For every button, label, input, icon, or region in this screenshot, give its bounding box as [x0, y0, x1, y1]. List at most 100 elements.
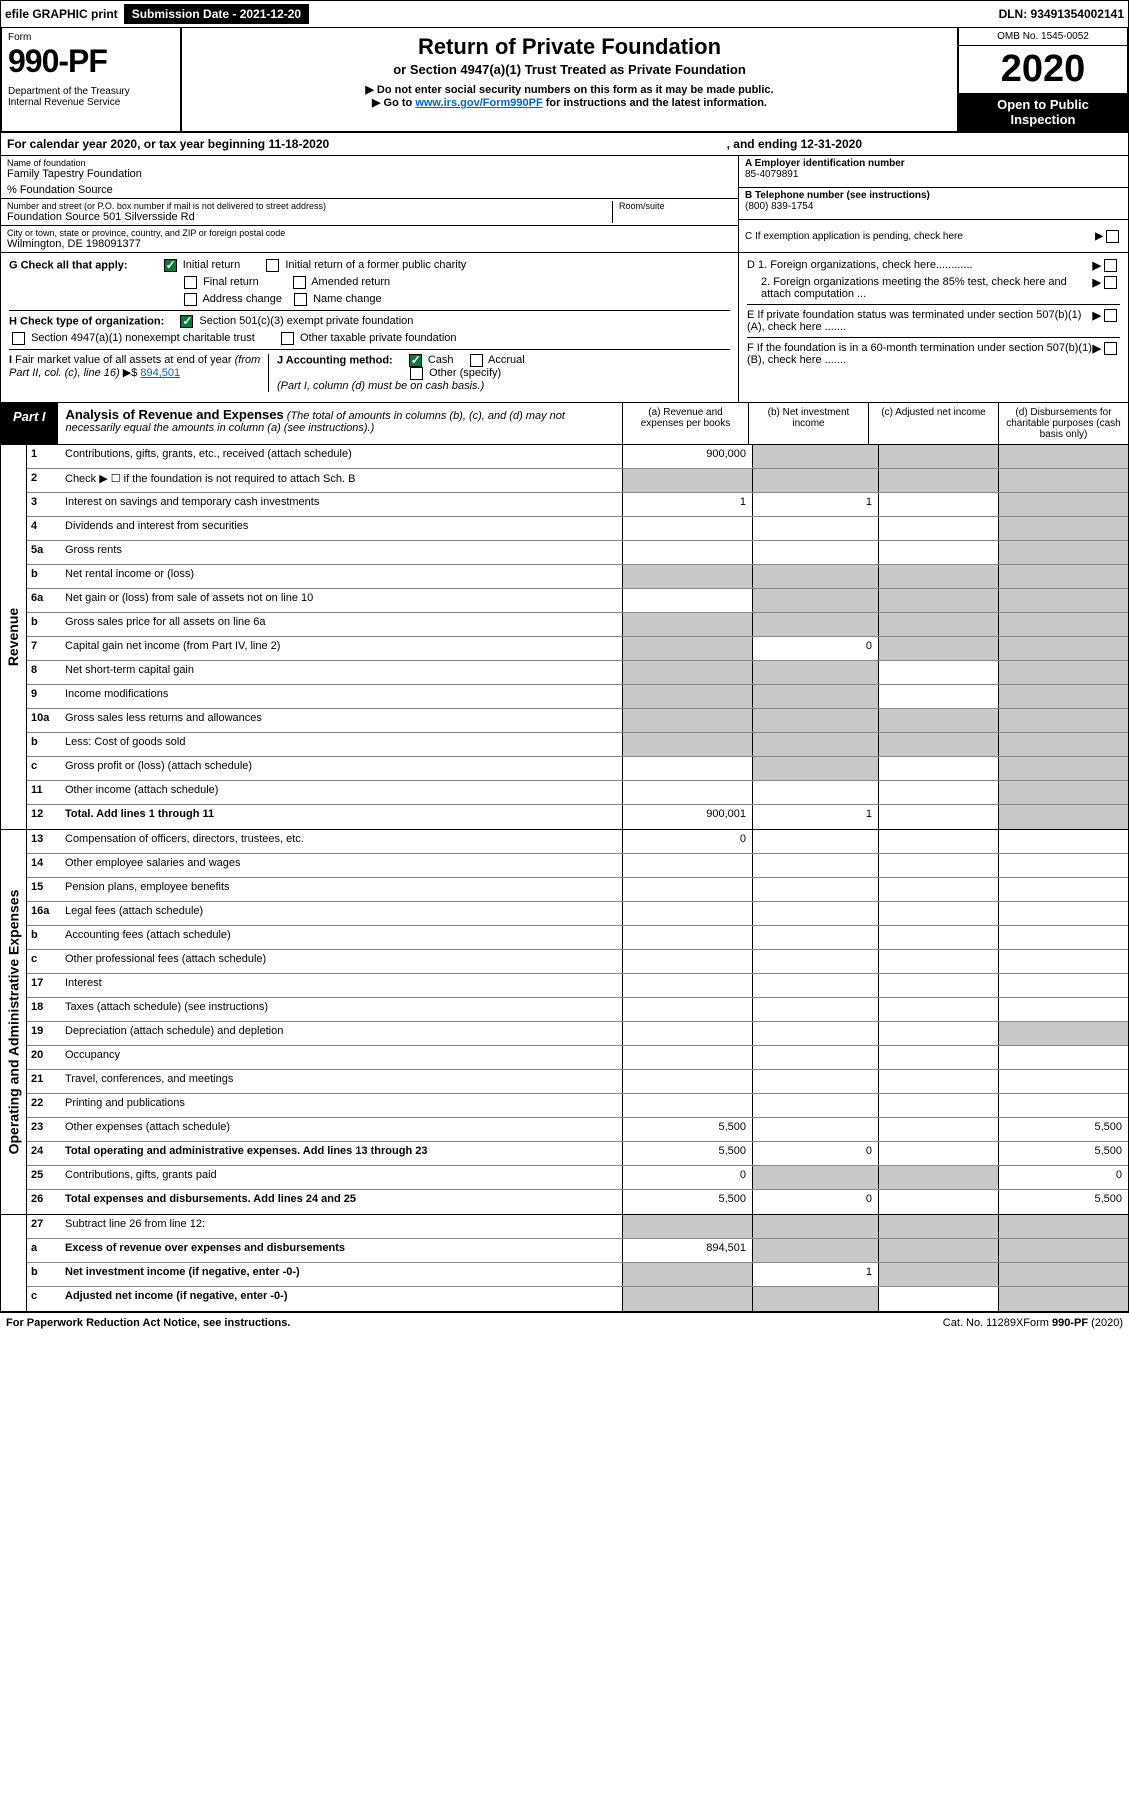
cell-a: [622, 902, 752, 925]
col-c-header: (c) Adjusted net income: [868, 403, 998, 444]
dept-label: Department of the Treasury Internal Reve…: [8, 86, 174, 108]
row-num: b: [27, 613, 61, 636]
arrow-icon: ▶: [1095, 231, 1103, 242]
cell-b: [752, 1166, 878, 1189]
cell-b: [752, 854, 878, 877]
cell-d: [998, 1070, 1128, 1093]
cell-b: [752, 1215, 878, 1238]
g-initial-return-check[interactable]: [164, 259, 177, 272]
cell-a: [622, 565, 752, 588]
cell-b: [752, 781, 878, 804]
cell-c: [878, 757, 998, 780]
cell-a: [622, 1263, 752, 1286]
table-row: bLess: Cost of goods sold: [27, 733, 1128, 757]
d1-label: D 1. Foreign organizations, check here..…: [747, 259, 1093, 272]
cell-b: [752, 1070, 878, 1093]
j-other-check[interactable]: [410, 367, 423, 380]
table-row: 13Compensation of officers, directors, t…: [27, 830, 1128, 854]
cell-c: [878, 1287, 998, 1311]
expenses-side-label: Operating and Administrative Expenses: [1, 830, 27, 1214]
table-row: 26Total expenses and disbursements. Add …: [27, 1190, 1128, 1214]
note-1: ▶ Do not enter social security numbers o…: [190, 83, 949, 96]
cell-b: [752, 878, 878, 901]
table-row: 4Dividends and interest from securities: [27, 517, 1128, 541]
table-row: 12Total. Add lines 1 through 11900,0011: [27, 805, 1128, 829]
row-text: Dividends and interest from securities: [61, 517, 622, 540]
g-initial-former-check[interactable]: [266, 259, 279, 272]
form-header: Form 990-PF Department of the Treasury I…: [0, 28, 1129, 133]
cell-b: [752, 998, 878, 1021]
row-num: 2: [27, 469, 61, 492]
cell-b: [752, 1094, 878, 1117]
cell-d: [998, 1239, 1128, 1262]
cell-c: [878, 1046, 998, 1069]
table-row: 7Capital gain net income (from Part IV, …: [27, 637, 1128, 661]
g-label: G Check all that apply:: [9, 259, 128, 271]
cell-b: [752, 517, 878, 540]
omb-number: OMB No. 1545-0052: [959, 28, 1127, 46]
check-right: D 1. Foreign organizations, check here..…: [738, 253, 1128, 402]
revenue-table: Revenue 1Contributions, gifts, grants, e…: [0, 445, 1129, 830]
cell-a: 1: [622, 493, 752, 516]
info-right: A Employer identification number 85-4079…: [738, 156, 1128, 252]
f-check[interactable]: [1104, 342, 1117, 355]
cell-a: [622, 854, 752, 877]
d2-check[interactable]: [1104, 276, 1117, 289]
table-row: 22Printing and publications: [27, 1094, 1128, 1118]
row-text: Capital gain net income (from Part IV, l…: [61, 637, 622, 660]
cell-c: [878, 1239, 998, 1262]
h-other-check[interactable]: [281, 332, 294, 345]
row-num: 11: [27, 781, 61, 804]
row-num: 7: [27, 637, 61, 660]
row-text: Gross profit or (loss) (attach schedule): [61, 757, 622, 780]
cell-a: [622, 709, 752, 732]
g-address-check[interactable]: [184, 293, 197, 306]
phone-value: (800) 839-1754: [745, 201, 813, 212]
e-check[interactable]: [1104, 309, 1117, 322]
cell-d: [998, 854, 1128, 877]
row-text: Gross sales price for all assets on line…: [61, 613, 622, 636]
j-accrual-check[interactable]: [470, 354, 483, 367]
form990pf-link[interactable]: www.irs.gov/Form990PF: [415, 97, 542, 109]
table-row: 18Taxes (attach schedule) (see instructi…: [27, 998, 1128, 1022]
cell-c: [878, 733, 998, 756]
h-label: H Check type of organization:: [9, 315, 164, 327]
row-num: c: [27, 757, 61, 780]
cell-b: [752, 1239, 878, 1262]
cell-d: [998, 469, 1128, 492]
table-row: 11Other income (attach schedule): [27, 781, 1128, 805]
c-checkbox[interactable]: [1106, 230, 1119, 243]
footer-left: For Paperwork Reduction Act Notice, see …: [6, 1317, 743, 1329]
cell-d: [998, 1094, 1128, 1117]
table-row: 14Other employee salaries and wages: [27, 854, 1128, 878]
h-501c3-check[interactable]: [180, 315, 193, 328]
row-num: 1: [27, 445, 61, 468]
cell-a: [622, 998, 752, 1021]
cell-a: [622, 1287, 752, 1311]
cell-c: [878, 902, 998, 925]
h-4947-check[interactable]: [12, 332, 25, 345]
row-num: 27: [27, 1215, 61, 1238]
cell-b: [752, 613, 878, 636]
g-final-check[interactable]: [184, 276, 197, 289]
row-num: 20: [27, 1046, 61, 1069]
row-num: b: [27, 565, 61, 588]
j-cash-check[interactable]: [409, 354, 422, 367]
cell-a: 894,501: [622, 1239, 752, 1262]
table-row: 24Total operating and administrative exp…: [27, 1142, 1128, 1166]
cell-c: [878, 1190, 998, 1214]
cell-c: [878, 1263, 998, 1286]
name-label: Name of foundation: [7, 158, 732, 168]
row-text: Other expenses (attach schedule): [61, 1118, 622, 1141]
form-label: Form: [8, 32, 174, 43]
fmv-value[interactable]: 894,501: [140, 367, 180, 379]
g-name-check[interactable]: [294, 293, 307, 306]
cell-c: [878, 781, 998, 804]
cell-d: 5,500: [998, 1142, 1128, 1165]
j-note: (Part I, column (d) must be on cash basi…: [277, 380, 484, 392]
cell-d: [998, 565, 1128, 588]
i-label: I Fair market value of all assets at end…: [9, 354, 260, 379]
g-amended-check[interactable]: [293, 276, 306, 289]
form-subtitle: or Section 4947(a)(1) Trust Treated as P…: [190, 62, 949, 77]
d1-check[interactable]: [1104, 259, 1117, 272]
